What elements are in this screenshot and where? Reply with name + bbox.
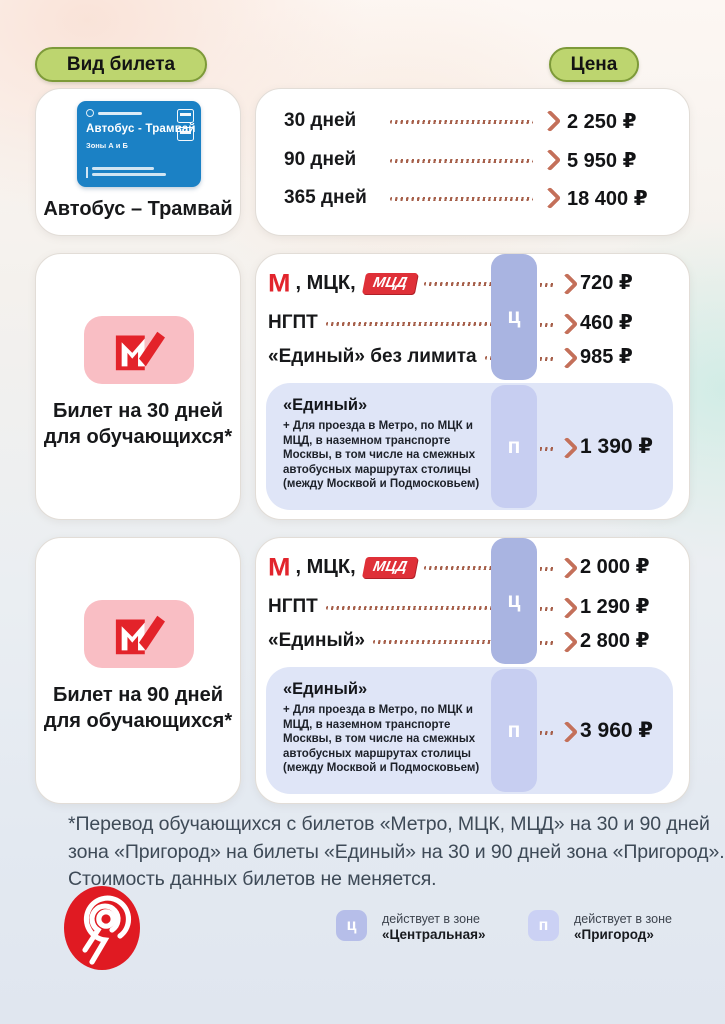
- zone-central-legend-badge: ц: [336, 910, 367, 941]
- duration-label: 90 дней: [284, 149, 357, 170]
- leader-line: [325, 322, 530, 326]
- price-value: 2 000 ₽: [580, 556, 650, 578]
- transit-modes-row: М , МЦК, МЦД: [268, 268, 530, 298]
- tram-icon: [177, 127, 194, 141]
- metro-logo-icon: М: [268, 268, 291, 297]
- student-30-prices-card: М , МЦК, МЦД НГПТ «Единый» без лимита 72…: [255, 253, 690, 520]
- moskvenok-tile: [84, 316, 194, 384]
- arrow-icon: [555, 630, 579, 654]
- price-header-label: Цена: [570, 53, 618, 75]
- ticket-type-header-label: Вид билета: [66, 53, 176, 75]
- price-value: 18 400 ₽: [567, 187, 648, 210]
- ngpt-label: НГПТ: [268, 312, 318, 333]
- mcc-label: , МЦК,: [295, 555, 356, 578]
- price-row: 365 дней 18 400 ₽: [284, 183, 663, 213]
- student-30-card: Билет на 30 дней для обучающихся*: [35, 253, 241, 520]
- leader-line: [540, 567, 556, 571]
- leader-line: [423, 282, 530, 286]
- leader-line: [540, 357, 556, 361]
- price-value: 5 950 ₽: [567, 149, 637, 172]
- ediny-row: «Единый»: [268, 626, 530, 656]
- ticket-image-zones: Зоны А и Б: [86, 141, 128, 150]
- leader-line: [540, 731, 556, 735]
- price-value: 460 ₽: [580, 312, 633, 334]
- ediny-label: «Единый»: [268, 630, 365, 651]
- arrow-icon: [555, 596, 579, 620]
- mcc-label: , МЦК,: [295, 271, 356, 294]
- bus-icon: [177, 109, 194, 123]
- arrow-icon: [555, 346, 579, 370]
- ticket-image-title: Автобус - Трамвай: [86, 123, 196, 135]
- moscow-transport-brand-icon: [86, 109, 142, 117]
- leader-line: [540, 283, 556, 287]
- bus-tram-ticket-image: Автобус - Трамвай Зоны А и Б: [77, 101, 201, 187]
- student-30-title: Билет на 30 дней для обучающихся*: [43, 400, 233, 448]
- leader-line: [540, 447, 556, 451]
- mcd-badge: МЦД: [361, 272, 418, 294]
- footnote: *Перевод обучающихся с билетов «Метро, М…: [68, 813, 725, 890]
- bus-tram-title: Автобус – Трамвай: [43, 198, 233, 220]
- moscow-transport-logo-icon: [64, 886, 140, 970]
- moskvenok-tile: [84, 600, 194, 668]
- student-90-title: Билет на 90 дней для обучающихся*: [43, 684, 233, 732]
- arrow-icon: [538, 148, 562, 172]
- zone-central-pill: ц: [491, 254, 537, 380]
- leader-line: [390, 159, 533, 163]
- leader-line: [390, 197, 533, 201]
- price-value: 985 ₽: [580, 346, 633, 368]
- metro-logo-icon: М: [268, 552, 291, 581]
- transit-modes-row: М , МЦК, МЦД: [268, 552, 530, 582]
- mcd-badge: МЦД: [361, 556, 418, 578]
- ticket-type-header-pill: Вид билета: [35, 47, 207, 82]
- duration-label: 365 дней: [284, 187, 367, 208]
- suburb-description: + Для проезда в Метро, по МЦК и МЦД, в н…: [283, 704, 480, 774]
- bus-tram-card: Автобус - Трамвай Зоны А и Б Автобус – Т…: [35, 88, 241, 236]
- price-header-pill: Цена: [549, 47, 639, 82]
- leader-line: [423, 566, 530, 570]
- arrow-icon: [538, 186, 562, 210]
- ticket-fineprint-lines: [86, 167, 166, 178]
- zone-central-legend-text: действует в зоне «Центральная»: [382, 912, 486, 942]
- arrow-icon: [555, 312, 579, 336]
- price-value: 3 960 ₽: [580, 719, 653, 742]
- duration-label: 30 дней: [284, 110, 357, 131]
- leader-line: [540, 641, 556, 645]
- leader-line: [390, 120, 533, 124]
- suburb-ediny-title: «Единый»: [283, 680, 368, 698]
- bus-tram-prices-card: 30 дней 2 250 ₽ 90 дней 5 950 ₽ 365 дней…: [255, 88, 690, 236]
- leader-line: [372, 640, 530, 644]
- moskvenok-logo-icon: [115, 331, 165, 371]
- arrow-icon: [538, 109, 562, 133]
- student-90-card: Билет на 90 дней для обучающихся*: [35, 537, 241, 804]
- price-value: 720 ₽: [580, 272, 633, 294]
- ngpt-row: НГПТ: [268, 308, 530, 338]
- price-value: 2 250 ₽: [567, 110, 637, 133]
- price-row: 30 дней 2 250 ₽: [284, 106, 663, 136]
- price-value: 2 800 ₽: [580, 630, 650, 652]
- price-value: 1 290 ₽: [580, 596, 650, 618]
- arrow-icon: [555, 556, 579, 580]
- moskvenok-logo-icon: [115, 615, 165, 655]
- arrow-icon: [555, 272, 579, 296]
- suburb-info-box: «Единый» + Для проезда в Метро, по МЦК и…: [266, 383, 673, 510]
- leader-line: [325, 606, 530, 610]
- price-value: 1 390 ₽: [580, 435, 653, 458]
- leader-line: [540, 323, 556, 327]
- zone-suburb-pill: п: [491, 385, 537, 508]
- ngpt-row: НГПТ: [268, 592, 530, 622]
- leader-line: [540, 607, 556, 611]
- zone-central-pill: ц: [491, 538, 537, 664]
- zone-suburb-legend-badge: п: [528, 910, 559, 941]
- suburb-info-box: «Единый» + Для проезда в Метро, по МЦК и…: [266, 667, 673, 794]
- ngpt-label: НГПТ: [268, 596, 318, 617]
- suburb-description: + Для проезда в Метро, по МЦК и МЦД, в н…: [283, 420, 480, 490]
- ediny-label: «Единый» без лимита: [268, 346, 477, 367]
- student-90-prices-card: М , МЦК, МЦД НГПТ «Единый» 2 000 ₽ 1 290…: [255, 537, 690, 804]
- suburb-ediny-title: «Единый»: [283, 396, 368, 414]
- zone-suburb-legend-text: действует в зоне «Пригород»: [574, 912, 672, 942]
- zone-suburb-pill: п: [491, 669, 537, 792]
- price-row: 90 дней 5 950 ₽: [284, 145, 663, 175]
